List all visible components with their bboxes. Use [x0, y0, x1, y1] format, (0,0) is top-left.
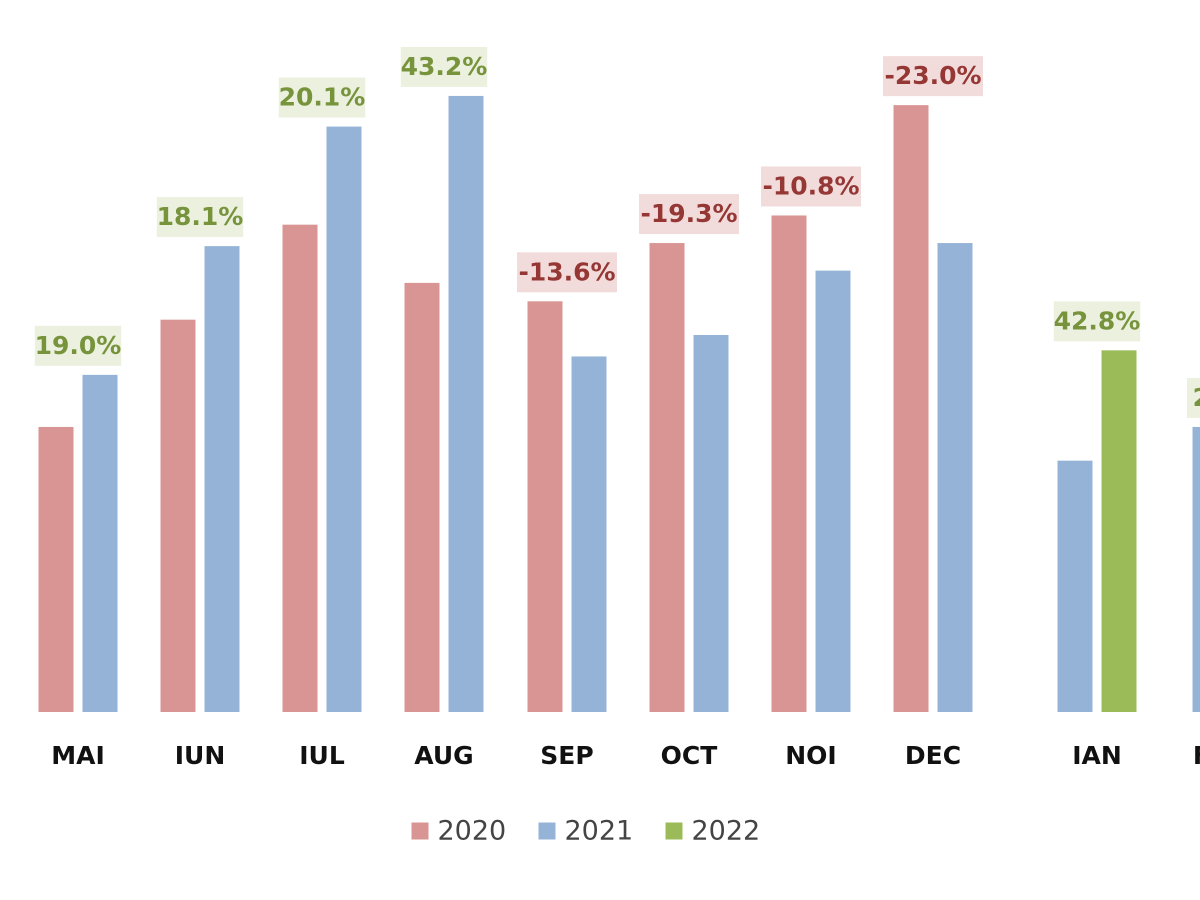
bar-dec-2021: [937, 243, 973, 712]
category-label-ian: IAN: [1072, 741, 1122, 770]
data-label-box: [761, 166, 861, 207]
category-label-aug: AUG: [414, 741, 473, 770]
data-label-noi: -10.8%: [761, 166, 861, 207]
data-label-value: 43.2%: [401, 52, 488, 81]
data-labels-layer: 19.0% 18.1% 20.1% 43.2% -13.6% -19.3% -10.8% -2…: [34, 46, 1200, 418]
bar-sep-2021: [571, 356, 607, 712]
bars-layer: [38, 95, 1200, 713]
legend-label: 2022: [692, 816, 761, 847]
legend-entry-2020: 2020: [411, 816, 507, 847]
data-label-mai: 19.0%: [34, 325, 122, 366]
bar-iun-2021: [204, 246, 240, 712]
category-label-noi: NOI: [785, 741, 836, 770]
data-label-value: 18.1%: [157, 202, 244, 231]
legend-entry-2021: 2021: [538, 816, 634, 847]
data-label-box: [34, 325, 122, 366]
data-label-box: [1053, 301, 1141, 342]
bar-ian-2022: [1101, 350, 1137, 712]
data-label-box: [1187, 377, 1200, 418]
bar-iul-2021: [326, 126, 362, 712]
legend-label: 2020: [438, 816, 507, 847]
data-label-box: [400, 46, 488, 87]
bar-aug-2021: [448, 95, 484, 712]
bar-oct-2021: [693, 335, 729, 712]
data-label-iul: 20.1%: [278, 77, 366, 118]
legend-entry-2022: 2022: [665, 816, 761, 847]
data-label-value: 42.8%: [1054, 306, 1141, 335]
data-label-value: -19.3%: [640, 199, 737, 228]
bar-fe-2021: [1192, 426, 1200, 712]
data-label-ian: 42.8%: [1053, 301, 1141, 342]
category-label-dec: DEC: [905, 741, 961, 770]
legend-label: 2021: [565, 816, 634, 847]
data-label-iun: 18.1%: [156, 197, 244, 238]
bar-ian-2021: [1057, 460, 1093, 712]
data-label-value: -23.0%: [884, 61, 981, 90]
bar-iul-2020: [282, 224, 318, 713]
bar-aug-2020: [404, 282, 440, 712]
bar-sep-2020: [527, 301, 563, 712]
data-label-aug: 43.2%: [400, 46, 488, 87]
legend-swatch: [665, 822, 683, 840]
data-label-fe: 20: [1187, 377, 1200, 418]
category-label-fe: FE: [1193, 741, 1200, 770]
data-label-value: 20.1%: [279, 83, 366, 112]
category-label-oct: OCT: [661, 741, 718, 770]
category-label-iul: IUL: [299, 741, 345, 770]
category-label-sep: SEP: [540, 741, 593, 770]
data-label-sep: -13.6%: [517, 252, 617, 293]
bar-mai-2020: [38, 426, 74, 712]
data-label-value: -13.6%: [518, 257, 615, 286]
category-label-mai: MAI: [51, 741, 105, 770]
legend: 2020 2021 2022: [411, 816, 761, 847]
bar-mai-2021: [82, 374, 118, 712]
data-label-dec: -23.0%: [883, 56, 983, 97]
data-label-value: -10.8%: [762, 171, 859, 200]
data-label-oct: -19.3%: [639, 194, 739, 235]
data-label-box: [278, 77, 366, 118]
category-label-iun: IUN: [175, 741, 226, 770]
bar-iun-2020: [160, 319, 196, 712]
data-label-value: 19.0%: [35, 331, 122, 360]
data-label-box: [639, 194, 739, 235]
bar-noi-2021: [815, 270, 851, 712]
data-label-box: [517, 252, 617, 293]
category-labels-layer: RMAIIUNIULAUGSEPOCTNOIDECIANFE: [51, 741, 1200, 770]
legend-swatch: [411, 822, 429, 840]
bar-oct-2020: [649, 243, 685, 712]
data-label-box: [156, 197, 244, 238]
data-label-box: [883, 56, 983, 97]
legend-swatch: [538, 822, 556, 840]
bar-noi-2020: [771, 215, 807, 712]
bar-dec-2020: [893, 105, 929, 712]
data-label-value: 20: [1193, 383, 1200, 412]
